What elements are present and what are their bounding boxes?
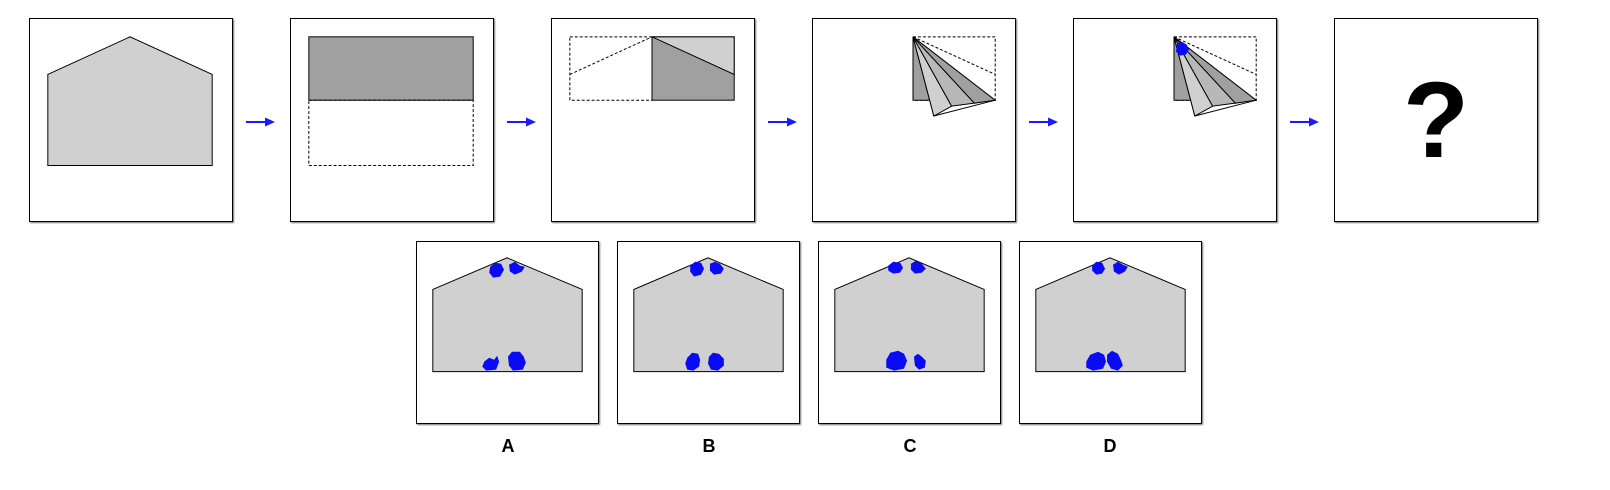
fold-step-4 — [912, 36, 997, 117]
hole — [886, 350, 908, 371]
arrow-2 — [507, 116, 537, 128]
question-mark: ? — [1403, 59, 1469, 180]
house-paper-shape — [47, 36, 213, 167]
option-c-panel[interactable] — [818, 241, 1001, 424]
hole — [489, 262, 505, 278]
fold-step-2 — [308, 36, 474, 167]
arrow-5 — [1290, 116, 1320, 128]
hole — [685, 352, 701, 371]
hole — [508, 261, 525, 275]
fold-step-3 — [569, 36, 735, 101]
hole — [708, 352, 724, 371]
question-panel: ? — [1334, 18, 1538, 222]
step-1-panel — [29, 18, 233, 222]
option-b-label[interactable]: B — [702, 436, 716, 456]
option-a-label[interactable]: A — [501, 436, 515, 456]
option-b-figure — [633, 257, 784, 373]
hole — [482, 355, 500, 371]
hole — [1092, 261, 1106, 275]
arrow-3 — [768, 116, 798, 128]
step-5-panel — [1073, 18, 1277, 222]
step-2-panel — [290, 18, 494, 222]
step-3-panel — [551, 18, 755, 222]
hole — [888, 261, 904, 274]
hole — [910, 260, 926, 274]
hole — [690, 261, 705, 277]
punch-hole — [1175, 41, 1189, 56]
hole — [709, 261, 724, 275]
arrow-4 — [1029, 116, 1059, 128]
option-d-figure — [1035, 257, 1186, 373]
option-a-figure — [432, 257, 583, 373]
option-c-figure — [834, 257, 985, 373]
hole — [913, 353, 926, 370]
option-b-panel[interactable] — [617, 241, 800, 424]
hole — [507, 351, 526, 371]
hole — [1112, 261, 1128, 275]
arrow-1 — [246, 116, 276, 128]
step-4-panel — [812, 18, 1016, 222]
fold-step-5-punched — [1173, 36, 1258, 117]
hole — [1086, 351, 1107, 371]
option-d-label[interactable]: D — [1103, 436, 1117, 456]
option-a-panel[interactable] — [416, 241, 599, 424]
option-c-label[interactable]: C — [903, 436, 917, 456]
option-d-panel[interactable] — [1019, 241, 1202, 424]
